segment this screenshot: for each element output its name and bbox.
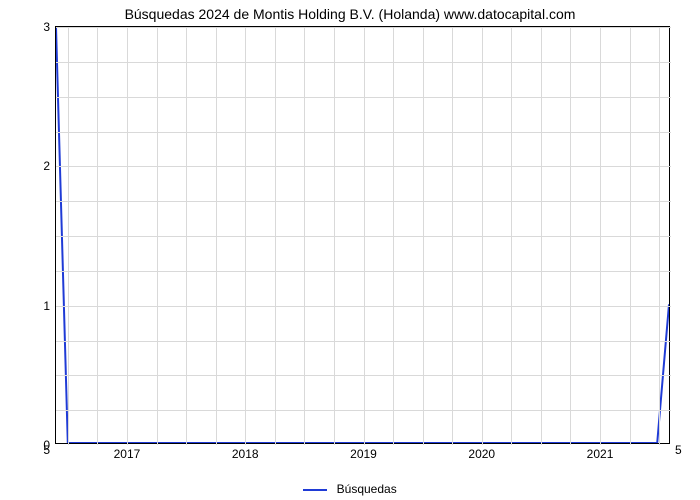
series-line <box>56 27 669 443</box>
line-chart: Búsquedas 2024 de Montis Holding B.V. (H… <box>0 0 700 500</box>
gridline-horizontal <box>56 236 671 237</box>
gridline-horizontal <box>56 271 671 272</box>
x-tick-label: 2019 <box>350 443 377 461</box>
gridline-horizontal <box>56 97 671 98</box>
gridline-horizontal <box>56 132 671 133</box>
secondary-axis-label: 5 <box>669 443 682 457</box>
y-tick-label: 2 <box>43 159 56 173</box>
legend-swatch <box>303 489 327 491</box>
plot-area: 20172018201920202021012355 <box>55 26 670 444</box>
gridline-horizontal <box>56 201 671 202</box>
gridline-horizontal <box>56 166 671 167</box>
gridline-horizontal <box>56 62 671 63</box>
x-tick-label: 2021 <box>587 443 614 461</box>
chart-title: Búsquedas 2024 de Montis Holding B.V. (H… <box>0 6 700 22</box>
gridline-horizontal <box>56 306 671 307</box>
legend: Búsquedas <box>0 482 700 496</box>
y-tick-label: 3 <box>43 20 56 34</box>
series-layer <box>56 27 669 443</box>
legend-label: Búsquedas <box>337 482 397 496</box>
x-tick-label: 2018 <box>232 443 259 461</box>
gridline-horizontal <box>56 375 671 376</box>
gridline-horizontal <box>56 27 671 28</box>
x-tick-label: 2017 <box>114 443 141 461</box>
secondary-axis-label: 5 <box>43 443 56 457</box>
gridline-horizontal <box>56 410 671 411</box>
gridline-horizontal <box>56 341 671 342</box>
x-tick-label: 2020 <box>468 443 495 461</box>
y-tick-label: 1 <box>43 299 56 313</box>
